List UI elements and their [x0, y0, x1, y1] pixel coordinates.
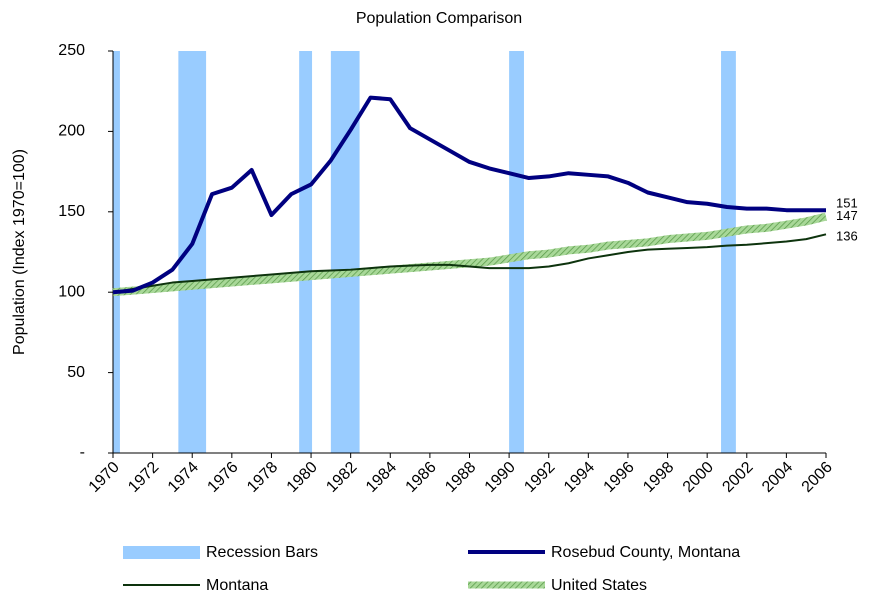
- x-tick-label: 1976: [204, 459, 241, 496]
- x-tick-label: 2004: [759, 459, 796, 496]
- x-tick-label: 1988: [442, 459, 479, 496]
- x-tick-label: 1978: [244, 459, 281, 496]
- recession-bar: [178, 51, 207, 453]
- y-tick-label: 50: [67, 364, 85, 381]
- x-tick-label: 1984: [363, 459, 400, 496]
- x-tick-label: 1996: [601, 459, 638, 496]
- x-tick-label: 1972: [125, 459, 162, 496]
- y-tick-label: 200: [58, 123, 85, 140]
- x-tick-label: 1990: [482, 459, 519, 496]
- x-tick-label: 1994: [561, 459, 598, 496]
- legend-label: Montana: [206, 577, 268, 594]
- x-tick-label: 1982: [323, 459, 360, 496]
- line-series: [112, 233, 827, 294]
- x-tick-label: 1986: [403, 459, 440, 496]
- recession-bar: [113, 51, 120, 453]
- x-tick-label: 2002: [719, 459, 756, 496]
- x-tick-label: 2006: [799, 459, 836, 496]
- end-label: 147: [836, 208, 858, 223]
- x-tick-label: 1998: [640, 459, 677, 496]
- y-tick-label: 150: [58, 203, 85, 220]
- end-label: 136: [836, 229, 858, 244]
- recession-bar: [509, 51, 524, 453]
- x-tick-label: 1980: [284, 459, 321, 496]
- x-tick-label: 1974: [165, 459, 202, 496]
- y-tick-label: -: [80, 444, 85, 461]
- end-label: 151: [836, 196, 858, 211]
- chart-title: Population Comparison: [356, 10, 522, 27]
- recession-bar: [299, 51, 313, 453]
- legend-swatch: [123, 546, 200, 559]
- x-tick-label: 1992: [521, 459, 558, 496]
- line-series: [112, 95, 826, 295]
- y-tick-label: 250: [58, 42, 85, 59]
- y-tick-label: 100: [58, 283, 85, 300]
- legend-label: Recession Bars: [206, 544, 318, 561]
- x-tick-label: 1970: [86, 459, 123, 496]
- legend-label: United States: [551, 577, 647, 594]
- recession-bar: [330, 51, 360, 453]
- recession-bar: [721, 51, 736, 453]
- legend-label: Rosebud County, Montana: [551, 544, 740, 561]
- x-tick-label: 2000: [680, 459, 717, 496]
- line-series: [112, 212, 827, 297]
- y-axis-label: Population (Index 1970=100): [11, 149, 28, 355]
